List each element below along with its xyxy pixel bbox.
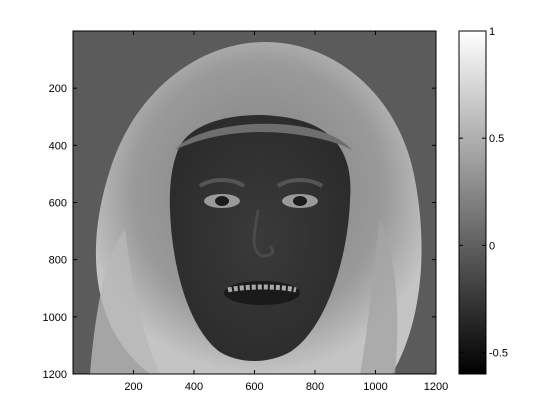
y-tick-label: 400 (49, 140, 67, 152)
colorbar-tick-label: 1 (489, 26, 495, 38)
colorbar-tick-label: 0 (489, 240, 495, 252)
x-tick-label: 200 (124, 381, 142, 393)
heatmap-image (73, 31, 436, 374)
y-tick-label: 600 (49, 198, 67, 210)
colorbar-ticks: 1 0.5 0 -0.5 (459, 26, 508, 360)
y-tick-label: 800 (49, 255, 67, 267)
x-tick-label: 400 (185, 381, 203, 393)
x-tick-label: 1200 (424, 381, 448, 393)
x-tick-label: 600 (245, 381, 263, 393)
y-axis-ticks: 200 400 600 800 1000 1200 (43, 83, 436, 381)
colorbar (458, 30, 487, 375)
x-tick-label: 800 (306, 381, 324, 393)
colorbar-tick-label: 0.5 (489, 133, 504, 145)
y-tick-label: 1000 (43, 312, 67, 324)
colorbar-tick-label: -0.5 (489, 348, 508, 360)
x-axis-ticks: 200 400 600 800 1000 1200 (124, 31, 448, 393)
x-tick-label: 1000 (363, 381, 387, 393)
y-tick-label: 1200 (43, 369, 67, 381)
y-tick-label: 200 (49, 83, 67, 95)
